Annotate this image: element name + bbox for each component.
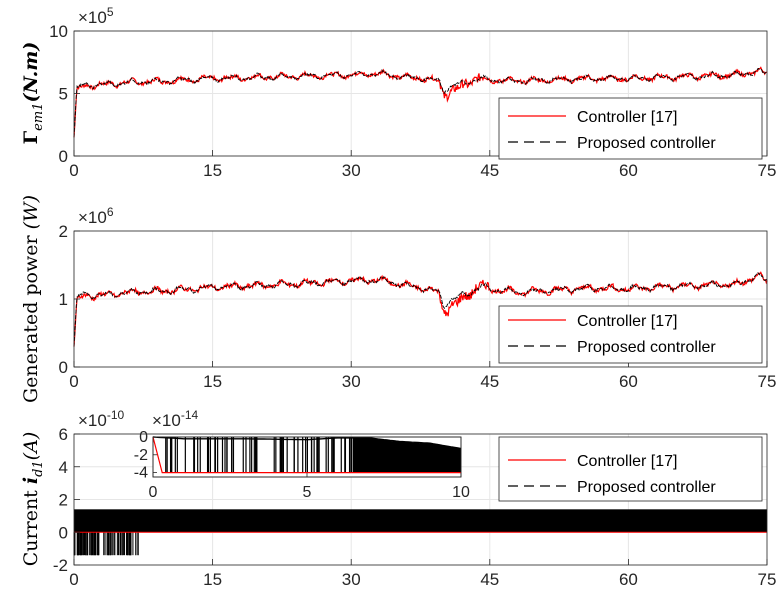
series-line	[73, 68, 768, 138]
y-tick-label: 6	[59, 425, 68, 444]
inset-x-tick-label: 10	[452, 484, 470, 501]
series-band-proposed	[74, 509, 767, 533]
series-group	[73, 271, 768, 347]
x-tick-label: 60	[619, 570, 638, 589]
legend-label-proposed: Proposed controller	[577, 135, 716, 152]
x-tick-label: 60	[619, 161, 638, 180]
y-ticks: -2 0 2 4 6	[53, 425, 80, 575]
inset-y-exponent: ×10-14	[152, 408, 199, 430]
y-tick-label: 0	[59, 147, 68, 166]
chart-power: 0 15 30 45 60 75 0 1 2 ×106 Generated power (W)…	[20, 195, 776, 403]
y-exponent: ×106	[78, 205, 114, 227]
x-tick-label: 0	[69, 372, 78, 391]
y-axis-label: Generated power (W)	[20, 195, 42, 403]
series-group	[73, 66, 768, 138]
x-tick-label: 75	[758, 372, 777, 391]
y-tick-label: 0	[59, 358, 68, 377]
legend-box	[498, 305, 763, 364]
y-tick-label: -2	[53, 556, 68, 575]
y-ticks: 0 1 2	[59, 222, 80, 377]
legend-box	[498, 97, 763, 160]
inset-fill	[353, 437, 461, 473]
inset-y-ticks: 0-2-4	[134, 429, 157, 482]
inset-x-tick-label: 5	[303, 484, 312, 501]
x-tick-label: 75	[758, 161, 777, 180]
x-tick-label: 0	[69, 161, 78, 180]
x-tick-label: 45	[480, 161, 499, 180]
y-tick-label: 10	[49, 22, 68, 41]
legend: Controller [17] Proposed controller	[498, 436, 763, 502]
inset-y-tick-label: -4	[134, 465, 148, 482]
x-tick-label: 45	[480, 372, 499, 391]
y-tick-label: 2	[59, 491, 68, 510]
inset-x-tick-label: 0	[149, 484, 158, 501]
series-group	[73, 509, 767, 556]
x-tick-label: 30	[342, 372, 361, 391]
legend: Controller [17] Proposed controller	[498, 305, 763, 364]
y-exponent: ×10-10	[78, 408, 125, 430]
y-tick-label: 2	[59, 222, 68, 241]
x-tick-label: 30	[342, 570, 361, 589]
y-tick-label: 5	[59, 85, 68, 104]
legend-label-controller17: Controller [17]	[577, 453, 678, 470]
legend: Controller [17] Proposed controller	[498, 97, 763, 160]
legend-box	[498, 436, 763, 502]
legend-label-proposed: Proposed controller	[577, 339, 716, 356]
inset-line-controller17	[152, 436, 461, 474]
legend-label-controller17: Controller [17]	[577, 109, 678, 126]
inset-x-ticks: 0 5 10	[149, 473, 470, 501]
x-ticks: 0 15 30 45 60 75	[69, 150, 776, 180]
x-tick-label: 75	[758, 570, 777, 589]
y-axis-label: Γem1(N.m)	[20, 42, 46, 145]
x-tick-label: 30	[342, 161, 361, 180]
inset-y-tick-label: -2	[134, 447, 148, 464]
y-ticks: 0 5 10	[49, 22, 80, 166]
x-tick-label: 15	[203, 161, 222, 180]
series-line	[73, 272, 768, 347]
y-axis-label: Current id1(A)	[20, 432, 46, 566]
inset-y-tick-label: 0	[139, 429, 148, 446]
y-tick-label: 4	[59, 458, 68, 477]
y-tick-label: 1	[59, 290, 68, 309]
inset-envelope	[152, 436, 462, 450]
y-exponent: ×105	[78, 5, 114, 27]
x-tick-label: 15	[203, 372, 222, 391]
x-ticks: 0 15 30 45 60 75	[69, 361, 776, 391]
legend-label-controller17: Controller [17]	[577, 313, 678, 330]
y-tick-label: 0	[59, 523, 68, 542]
x-tick-label: 15	[203, 570, 222, 589]
x-tick-label: 60	[619, 372, 638, 391]
x-tick-label: 45	[480, 570, 499, 589]
x-ticks: 0 15 30 45 60 75	[69, 559, 776, 589]
inset-series-group	[152, 436, 462, 474]
chart-torque: 0 15 30 45 60 75 0 5 10 ×105 Γem1(N.m) Controll…	[20, 5, 776, 180]
legend-label-proposed: Proposed controller	[577, 479, 716, 496]
x-tick-label: 0	[69, 570, 78, 589]
inset-chart: 0 5 10 0-2-4 ×10-14	[134, 408, 470, 501]
